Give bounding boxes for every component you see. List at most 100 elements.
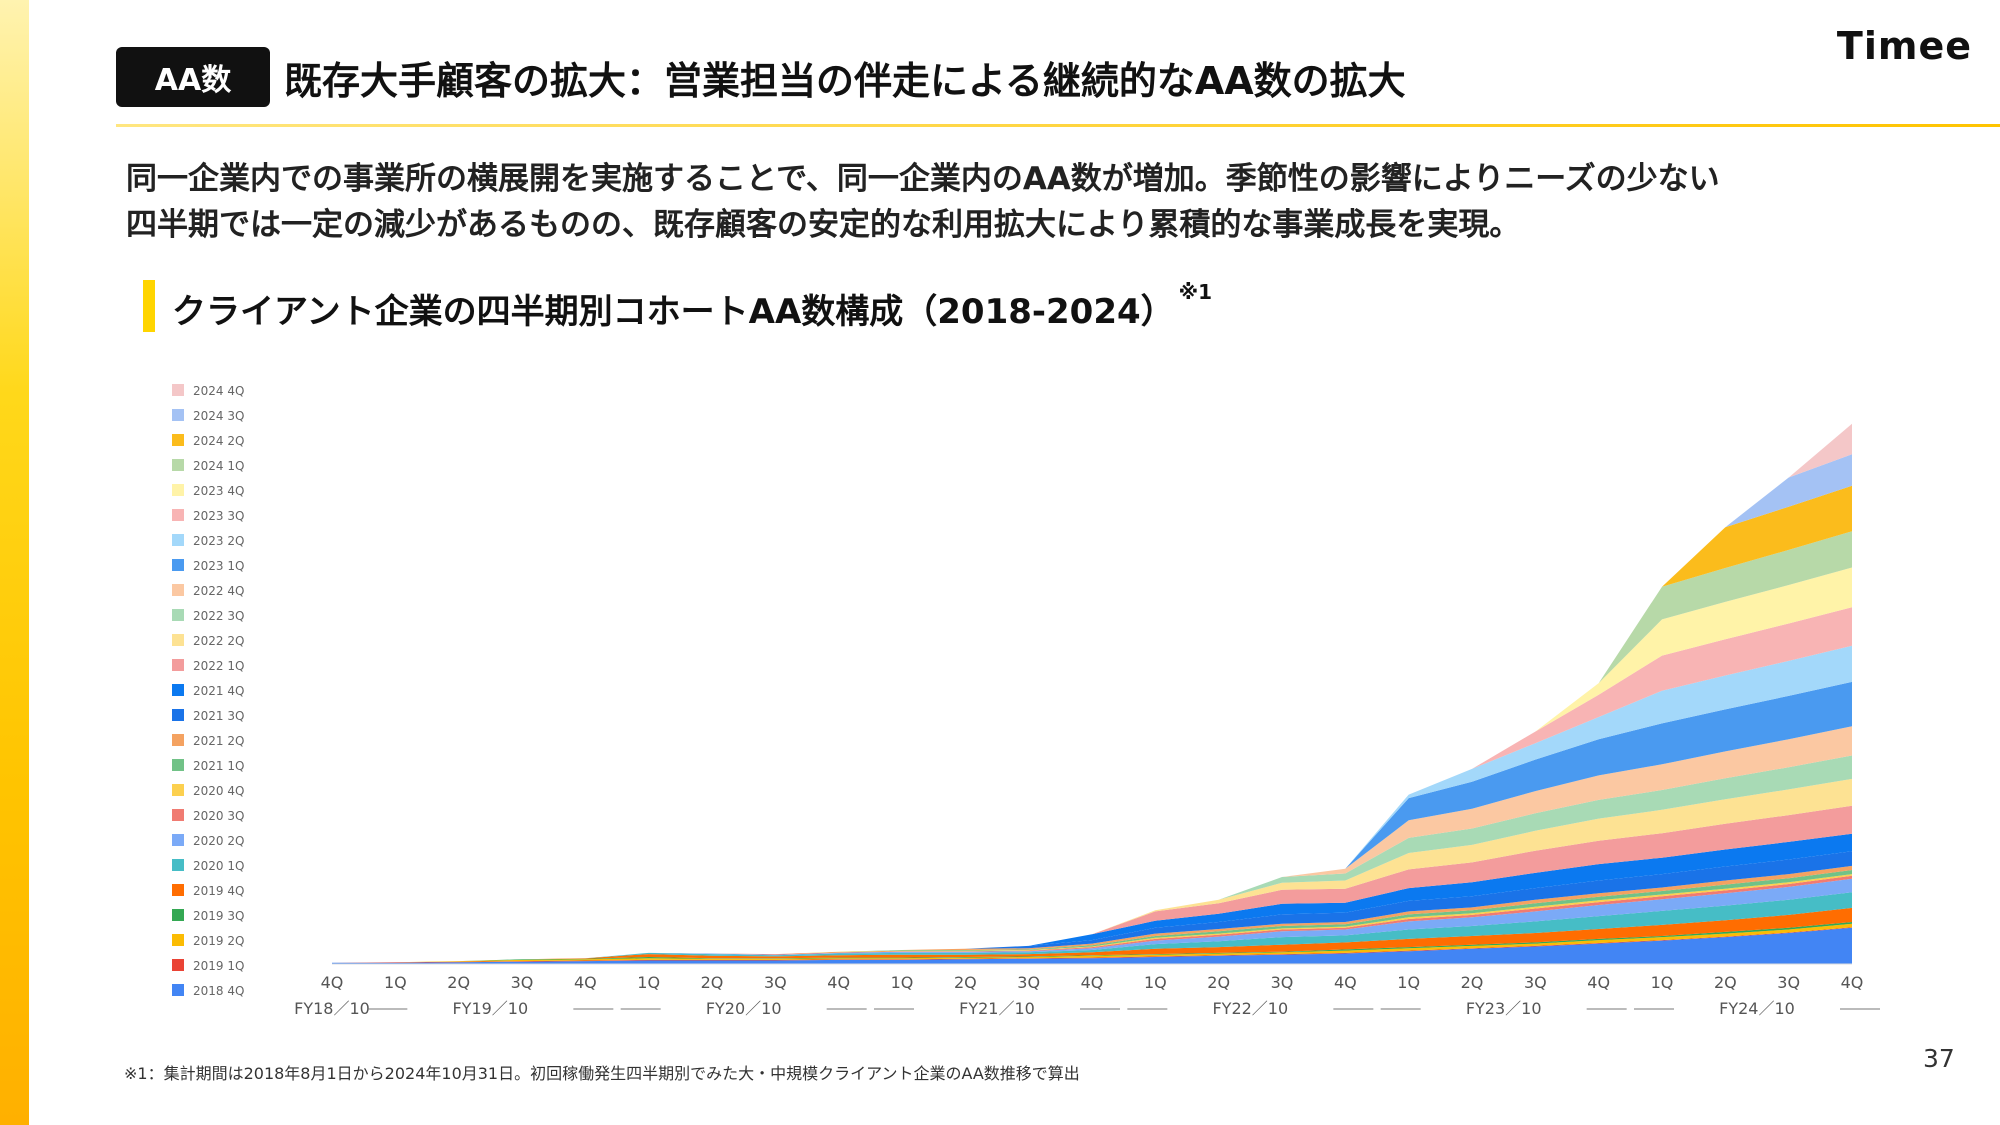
legend-swatch	[172, 384, 184, 396]
description-line-1: 同一企業内での事業所の横展開を実施することで、同一企業内のAA数が増加。季節性の…	[126, 161, 1720, 197]
x-tick-label: 3Q	[511, 973, 534, 992]
legend-swatch	[172, 809, 184, 821]
legend-swatch	[172, 584, 184, 596]
x-tick-label: 4Q	[321, 973, 344, 992]
legend-swatch	[172, 784, 184, 796]
area-series-2019-3Q	[332, 922, 1852, 963]
legend-swatch	[172, 759, 184, 771]
fiscal-year-label: FY19／10	[452, 999, 528, 1018]
legend-label: 2018 4Q	[193, 984, 244, 998]
legend-swatch	[172, 909, 184, 921]
page-number: 37	[1923, 1044, 1955, 1073]
legend-label: 2024 1Q	[193, 459, 244, 473]
fiscal-year-label: FY22／10	[1212, 999, 1288, 1018]
x-tick-label: 2Q	[701, 973, 724, 992]
legend-swatch	[172, 684, 184, 696]
x-tick-label: 3Q	[764, 973, 787, 992]
fiscal-year-label: FY23／10	[1466, 999, 1542, 1018]
legend-swatch	[172, 959, 184, 971]
legend-label: 2022 4Q	[193, 584, 244, 598]
x-tick-label: 4Q	[1587, 973, 1610, 992]
x-tick-label: 3Q	[1271, 973, 1294, 992]
x-tick-label: 2Q	[1461, 973, 1484, 992]
legend-swatch	[172, 434, 184, 446]
legend-swatch	[172, 859, 184, 871]
legend-label: 2023 4Q	[193, 484, 244, 498]
x-tick-label: 1Q	[1651, 973, 1674, 992]
legend-label: 2020 4Q	[193, 784, 244, 798]
legend-label: 2019 2Q	[193, 934, 244, 948]
area-series-2018-4Q	[332, 927, 1852, 964]
legend-label: 2021 1Q	[193, 759, 244, 773]
legend-swatch	[172, 634, 184, 646]
x-tick-label: 4Q	[574, 973, 597, 992]
description-line-2: 四半期では一定の減少があるものの、既存顧客の安定的な利用拡大により累積的な事業成…	[126, 207, 1521, 243]
x-tick-label: 1Q	[384, 973, 407, 992]
legend-swatch	[172, 484, 184, 496]
timee-logo: Timee	[1836, 24, 1972, 68]
legend-label: 2021 3Q	[193, 709, 244, 723]
section-badge: AA数	[116, 47, 270, 107]
legend-label: 2023 1Q	[193, 559, 244, 573]
x-tick-label: 2Q	[1207, 973, 1230, 992]
legend-label: 2023 2Q	[193, 534, 244, 548]
legend-swatch	[172, 659, 184, 671]
legend-label: 2024 3Q	[193, 409, 244, 423]
page-title: 既存大手顧客の拡大：営業担当の伴走による継続的なAA数の拡大	[284, 59, 1406, 103]
x-tick-label: 1Q	[891, 973, 914, 992]
fiscal-year-label: FY21／10	[959, 999, 1035, 1018]
legend-label: 2020 1Q	[193, 859, 244, 873]
area-series-2021-4Q	[332, 833, 1852, 963]
legend-label: 2023 3Q	[193, 509, 244, 523]
x-tick-label: 3Q	[1777, 973, 1800, 992]
x-tick-label: 4Q	[1334, 973, 1357, 992]
fiscal-year-label: FY24／10	[1719, 999, 1795, 1018]
legend-swatch	[172, 834, 184, 846]
legend-label: 2019 3Q	[193, 909, 244, 923]
legend-label: 2019 4Q	[193, 884, 244, 898]
legend-label: 2020 3Q	[193, 809, 244, 823]
legend-label: 2021 4Q	[193, 684, 244, 698]
legend-swatch	[172, 934, 184, 946]
x-tick-label: 3Q	[1524, 973, 1547, 992]
area-series-2020-1Q	[332, 892, 1852, 963]
x-tick-label: 2Q	[447, 973, 470, 992]
legend-swatch	[172, 734, 184, 746]
x-tick-label: 3Q	[1017, 973, 1040, 992]
x-tick-label: 2Q	[1714, 973, 1737, 992]
x-tick-label: 1Q	[1397, 973, 1420, 992]
description: 同一企業内での事業所の横展開を実施することで、同一企業内のAA数が増加。季節性の…	[126, 156, 1876, 248]
x-tick-label: 1Q	[637, 973, 660, 992]
legend-swatch	[172, 409, 184, 421]
legend-label: 2022 1Q	[193, 659, 244, 673]
fiscal-year-label: FY20／10	[706, 999, 782, 1018]
subtitle-accent-bar	[143, 280, 155, 332]
area-series-2019-2Q	[332, 923, 1852, 963]
legend-label: 2024 2Q	[193, 434, 244, 448]
legend-swatch	[172, 534, 184, 546]
legend-label: 2020 2Q	[193, 834, 244, 848]
legend-label: 2022 3Q	[193, 609, 244, 623]
legend-swatch	[172, 459, 184, 471]
legend-swatch	[172, 984, 184, 996]
x-tick-label: 4Q	[1841, 973, 1864, 992]
footnote: ※1：集計期間は2018年8月1日から2024年10月31日。初回稼働発生四半期…	[124, 1064, 1080, 1083]
header-divider	[116, 124, 2000, 127]
x-tick-label: 4Q	[1081, 973, 1104, 992]
x-tick-label: 1Q	[1144, 973, 1167, 992]
legend-swatch	[172, 509, 184, 521]
legend-label: 2024 4Q	[193, 384, 244, 398]
left-accent-bar	[0, 0, 29, 1125]
legend-label: 2022 2Q	[193, 634, 244, 648]
legend-swatch	[172, 884, 184, 896]
chart-title: クライアント企業の四半期別コホートAA数構成（2018-2024） ※1	[172, 280, 1212, 333]
legend-swatch	[172, 609, 184, 621]
chart-title-note: ※1	[1178, 280, 1212, 304]
x-tick-label: 4Q	[827, 973, 850, 992]
legend-label: 2021 2Q	[193, 734, 244, 748]
x-tick-label: 2Q	[954, 973, 977, 992]
fiscal-year-label: FY18／10	[294, 999, 370, 1018]
legend-label: 2019 1Q	[193, 959, 244, 973]
legend-swatch	[172, 559, 184, 571]
